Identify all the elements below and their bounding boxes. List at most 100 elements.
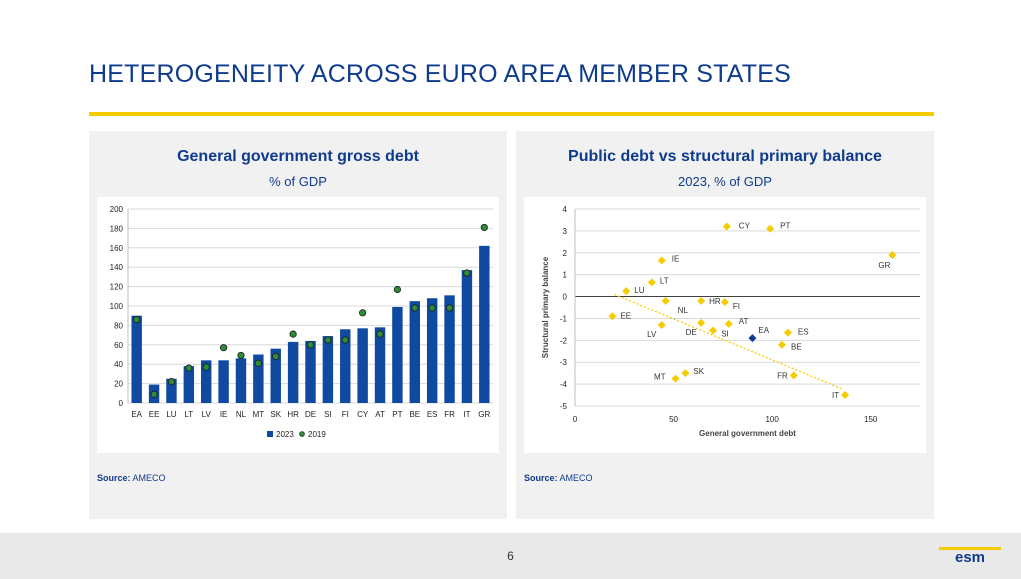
point-marker: [657, 321, 666, 330]
point-marker: [724, 319, 733, 328]
dot-2019: [411, 304, 419, 312]
legend-swatch-2023: [267, 431, 273, 437]
dot-2019: [306, 341, 315, 349]
y-tick-label: 140: [110, 263, 124, 272]
y-tick-label: 80: [114, 321, 123, 330]
debt-bar-chart-box: 0 20 40 60 80 100 120 140 160 180 200 EA EE LU LT LV IE N…: [97, 197, 499, 453]
point-marker: [766, 224, 775, 233]
x-tick-label: 150: [864, 415, 878, 424]
x-tick-label: 100: [765, 415, 779, 424]
dot-2019: [133, 315, 141, 324]
dot-2019: [289, 330, 297, 338]
point-marker: [778, 340, 786, 349]
right-panel: Public debt vs structural primary balanc…: [516, 131, 934, 519]
bar-2023: [201, 360, 212, 403]
dot-2019: [324, 336, 332, 344]
point-label: IE: [672, 254, 680, 263]
esm-logo: esm: [939, 547, 1001, 568]
y-tick-label: 60: [114, 341, 123, 350]
point-marker: [647, 278, 656, 287]
slide-title: HETEROGENEITY ACROSS EURO AREA MEMBER ST…: [89, 60, 792, 88]
point-marker: [671, 374, 680, 383]
bar-2023: [479, 245, 490, 403]
x-tick-label: LT: [184, 410, 193, 419]
source-text: AMECO: [559, 473, 593, 483]
y-tick-label: 180: [110, 224, 124, 233]
x-tick-label: BE: [409, 410, 420, 419]
bar-2023: [374, 327, 386, 403]
dot-2019: [185, 364, 193, 372]
bar-2023: [183, 366, 195, 403]
x-tick-label: LV: [202, 410, 212, 419]
left-source: Source: AMECO: [97, 473, 166, 483]
left-panel-subtitle: % of GDP: [269, 174, 327, 189]
dot-2019: [359, 309, 367, 317]
trendline: [614, 293, 842, 390]
point-marker: [661, 296, 670, 305]
point-marker: [789, 371, 798, 380]
y-tick-label: 0: [119, 399, 124, 408]
y-tick-label: 2: [563, 249, 568, 258]
point-label: BE: [791, 343, 802, 352]
point-marker: [622, 287, 631, 296]
x-tick-label: FI: [342, 410, 349, 419]
dot-2019: [150, 390, 158, 398]
bar-2023: [340, 329, 351, 403]
y-tick-label: -5: [560, 402, 568, 411]
x-tick-label: EA: [131, 410, 142, 419]
point-label: LV: [647, 330, 657, 339]
dot-2019: [341, 336, 349, 344]
dot-2019: [393, 285, 402, 294]
x-tick-label: 0: [573, 415, 578, 424]
dot-2019: [219, 344, 228, 352]
bar-2023: [357, 328, 368, 403]
legend-label-2023: 2023: [276, 430, 294, 439]
scatter-chart-box: -5 -4 -3 -2 -1 0 1 2 3 4 0 50 100 150 General governme…: [524, 197, 926, 453]
point-label: LU: [634, 286, 644, 295]
y-tick-label: 1: [563, 271, 568, 280]
bar-2023: [270, 348, 281, 403]
left-panel: General government gross debt % of GDP 0…: [89, 131, 507, 519]
dot-2019: [254, 359, 262, 367]
x-tick-label: CY: [357, 410, 369, 419]
point-label: SI: [721, 329, 729, 338]
x-tick-label: NL: [236, 410, 247, 419]
bar-2023: [409, 301, 420, 403]
x-tick-label: PT: [392, 410, 402, 419]
bar-2023: [322, 336, 334, 403]
x-tick-label: LU: [166, 410, 176, 419]
y-tick-label: 40: [114, 360, 123, 369]
x-tick-label: IE: [220, 410, 228, 419]
point-marker: [888, 250, 897, 259]
point-label: CY: [739, 222, 751, 231]
x-axis-title: General government debt: [699, 429, 796, 438]
y-tick-label: -3: [560, 358, 568, 367]
dot-2019: [463, 269, 471, 277]
x-tick-label: SK: [270, 410, 281, 419]
bar-2023: [426, 298, 438, 403]
x-tick-label: FR: [444, 410, 455, 419]
y-tick-label: -2: [560, 336, 568, 345]
point-label: AT: [739, 317, 749, 326]
left-panel-title: General government gross debt: [177, 148, 419, 165]
point-label: EE: [620, 311, 631, 320]
bar-2023: [461, 270, 473, 403]
x-tick-label: HR: [287, 410, 299, 419]
x-tick-label: IT: [463, 410, 470, 419]
point-label: NL: [678, 306, 689, 315]
y-tick-label: 20: [114, 380, 123, 389]
bar-2023: [287, 341, 299, 403]
dot-2019: [237, 351, 245, 360]
dot-2019: [480, 223, 488, 232]
y-tick-label: 100: [110, 302, 124, 311]
point-marker: [681, 369, 690, 378]
point-marker: [709, 326, 717, 335]
y-tick-label: 200: [110, 205, 124, 214]
right-panel-title: Public debt vs structural primary balanc…: [568, 148, 882, 165]
legend-swatch-2019: [299, 431, 305, 437]
x-tick-label: ES: [427, 410, 438, 419]
y-tick-label: 3: [563, 227, 568, 236]
point-marker: [657, 256, 666, 265]
point-label: IT: [832, 391, 839, 400]
x-tick-label: 50: [669, 415, 678, 424]
